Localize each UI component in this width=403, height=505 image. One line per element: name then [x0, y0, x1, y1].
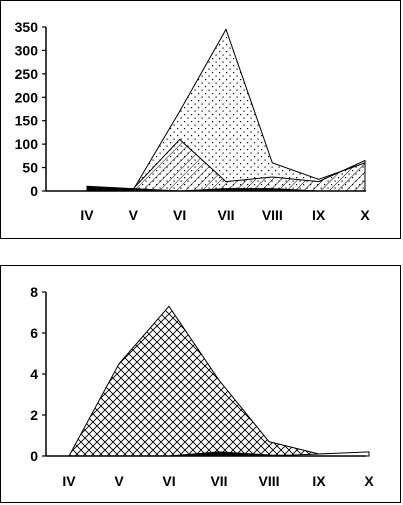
x-tick-label: VI: [173, 207, 186, 223]
x-tick-label: IV: [62, 473, 76, 489]
x-tick-label: X: [364, 473, 374, 489]
y-tick-label: 2: [30, 407, 38, 423]
y-tick-label: 0: [30, 183, 38, 199]
y-tick-label: 4: [30, 366, 38, 382]
y-tick-label: 150: [15, 113, 39, 129]
y-tick-label: 250: [15, 66, 39, 82]
x-tick-label: VIII: [262, 207, 283, 223]
x-tick-label: VII: [210, 473, 227, 489]
y-tick-label: 50: [22, 160, 38, 176]
y-tick-label: 8: [30, 284, 38, 300]
x-tick-label: V: [114, 473, 124, 489]
x-tick-label: VIII: [258, 473, 279, 489]
x-tick-label: V: [129, 207, 139, 223]
y-tick-label: 200: [15, 89, 39, 105]
area-chart-bottom: 0 2 4 6 8 IV V VI VII VIII IX X: [30, 284, 374, 489]
x-tick-label: X: [360, 207, 370, 223]
x-tick-label: IV: [80, 207, 94, 223]
area-chart-top: 0 50 100 150 200 250 300 350 IV V VI VII VIII IX X: [15, 19, 371, 223]
series-area-2: [86, 28, 366, 192]
y-tick-label: 300: [15, 42, 39, 58]
x-tick-label: VI: [162, 473, 175, 489]
x-tick-label: IX: [312, 207, 326, 223]
y-tick-label: 6: [30, 325, 38, 341]
chart-panel-bottom: 0 2 4 6 8 IV V VI VII VIII IX X: [0, 265, 401, 503]
y-tick-label: 100: [15, 136, 39, 152]
y-tick-label: 350: [15, 19, 39, 35]
series-area-1: [68, 305, 370, 457]
x-tick-label: VII: [217, 207, 234, 223]
y-tick-label: 0: [30, 448, 38, 464]
chart-panel-top: 0 50 100 150 200 250 300 350 IV V VI VII VIII IX X: [0, 0, 401, 239]
x-tick-label: IX: [312, 473, 326, 489]
